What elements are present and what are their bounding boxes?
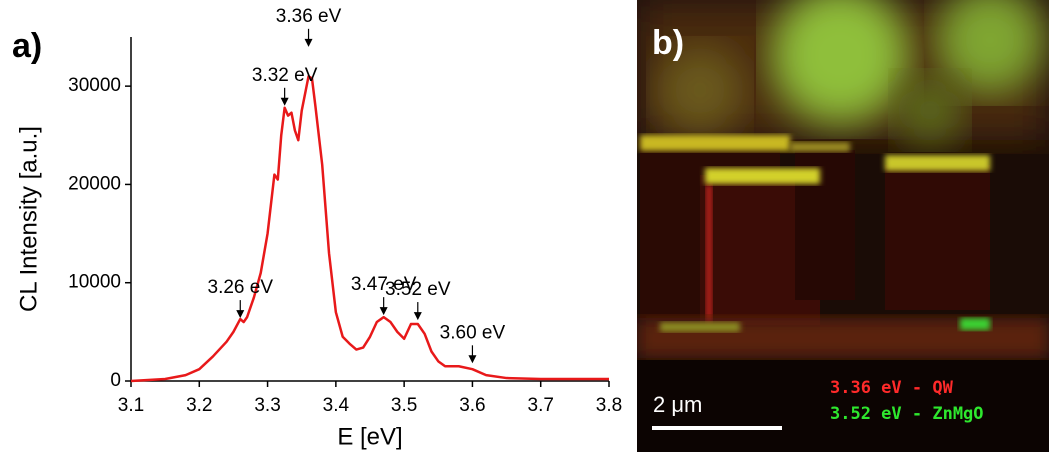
x-tick-label: 3.8	[596, 395, 622, 416]
panel-label: a)	[12, 27, 42, 65]
panel-label: b)	[652, 24, 684, 62]
arrow-head	[468, 355, 477, 364]
y-tick-label: 20000	[68, 173, 121, 194]
y-tick-label: 0	[110, 370, 121, 391]
annotation: 3.47 eV	[351, 274, 417, 295]
arrow-head	[280, 97, 289, 106]
x-tick-label: 3.5	[391, 395, 417, 416]
x-tick-label: 3.2	[186, 395, 212, 416]
scale-bar-label: 2 μm	[653, 392, 702, 417]
y-tick-label: 30000	[68, 75, 121, 96]
data-line	[130, 75, 609, 383]
annotation: 3.60 eV	[440, 322, 506, 343]
arrow-head	[379, 307, 388, 316]
legend-entry: 3.52 eV - ZnMgO	[830, 404, 984, 424]
arrow-head	[413, 312, 422, 321]
micrograph	[637, 0, 1049, 452]
x-tick-label: 3.3	[254, 395, 280, 416]
annotation: 3.52 eV	[385, 279, 451, 300]
x-tick-label: 3.6	[459, 395, 485, 416]
arrow-head	[236, 310, 245, 319]
line-chart: 0 10000 20000 30000 3.1 3.2 3.3 3.4 3.5 3.6 3.7 3.8…	[15, 6, 622, 450]
x-axis-title: E [eV]	[337, 423, 402, 450]
y-axis-title: CL Intensity [a.u.]	[15, 126, 42, 312]
annotation: 3.26 eV	[208, 277, 274, 298]
annotation: 3.32 eV	[252, 65, 318, 86]
legend-entry: 3.36 eV - QW	[830, 378, 954, 398]
y-tick-label: 10000	[68, 272, 121, 293]
annotation: 3.36 eV	[276, 6, 342, 27]
x-tick-label: 3.4	[323, 395, 350, 416]
legend: 3.36 eV - QW 3.52 eV - ZnMgO	[830, 378, 984, 424]
arrow-head	[304, 38, 313, 47]
x-tick-label: 3.1	[118, 395, 144, 416]
x-tick-label: 3.7	[528, 395, 554, 416]
